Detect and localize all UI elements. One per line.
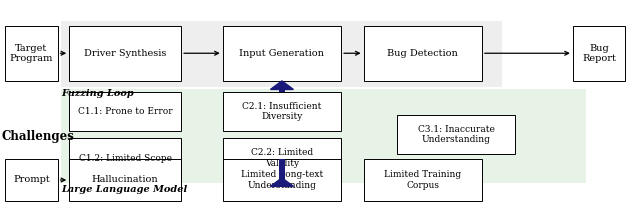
Text: Hallucination: Hallucination <box>92 176 159 184</box>
Polygon shape <box>270 81 293 89</box>
FancyBboxPatch shape <box>279 159 285 186</box>
FancyBboxPatch shape <box>573 26 625 81</box>
FancyBboxPatch shape <box>223 159 341 201</box>
Text: Bug
Report: Bug Report <box>582 43 616 63</box>
FancyBboxPatch shape <box>397 115 515 154</box>
Text: C1.1: Prone to Error: C1.1: Prone to Error <box>78 107 172 116</box>
Text: Target
Program: Target Program <box>10 43 53 63</box>
Text: C1.2: Limited Scope: C1.2: Limited Scope <box>79 154 172 163</box>
FancyBboxPatch shape <box>223 26 341 81</box>
FancyBboxPatch shape <box>279 89 285 92</box>
FancyBboxPatch shape <box>5 26 58 81</box>
FancyBboxPatch shape <box>61 89 586 183</box>
Text: C2.1: Insufficient
Diversity: C2.1: Insufficient Diversity <box>242 102 322 121</box>
FancyBboxPatch shape <box>364 26 482 81</box>
Text: Prompt: Prompt <box>13 176 50 184</box>
FancyBboxPatch shape <box>364 159 482 201</box>
Text: Bug Detection: Bug Detection <box>387 49 458 58</box>
Text: Limited Training
Corpus: Limited Training Corpus <box>384 170 461 190</box>
Text: Fuzzing Loop: Fuzzing Loop <box>61 89 134 98</box>
Polygon shape <box>270 178 293 186</box>
Text: Input Generation: Input Generation <box>239 49 324 58</box>
FancyBboxPatch shape <box>61 21 502 87</box>
FancyBboxPatch shape <box>69 138 181 178</box>
FancyBboxPatch shape <box>5 159 58 201</box>
Text: Challenges: Challenges <box>1 130 74 143</box>
FancyBboxPatch shape <box>69 92 181 131</box>
Text: Limited Long-text
Understanding: Limited Long-text Understanding <box>241 170 323 190</box>
FancyBboxPatch shape <box>223 138 341 178</box>
Text: C2.2: Limited
Validity: C2.2: Limited Validity <box>251 148 313 168</box>
FancyBboxPatch shape <box>223 92 341 131</box>
FancyBboxPatch shape <box>69 159 181 201</box>
Text: Driver Synthesis: Driver Synthesis <box>84 49 166 58</box>
Text: Large Language Model: Large Language Model <box>61 185 187 194</box>
Text: C3.1: Inaccurate
Understanding: C3.1: Inaccurate Understanding <box>417 125 495 144</box>
FancyBboxPatch shape <box>69 26 181 81</box>
